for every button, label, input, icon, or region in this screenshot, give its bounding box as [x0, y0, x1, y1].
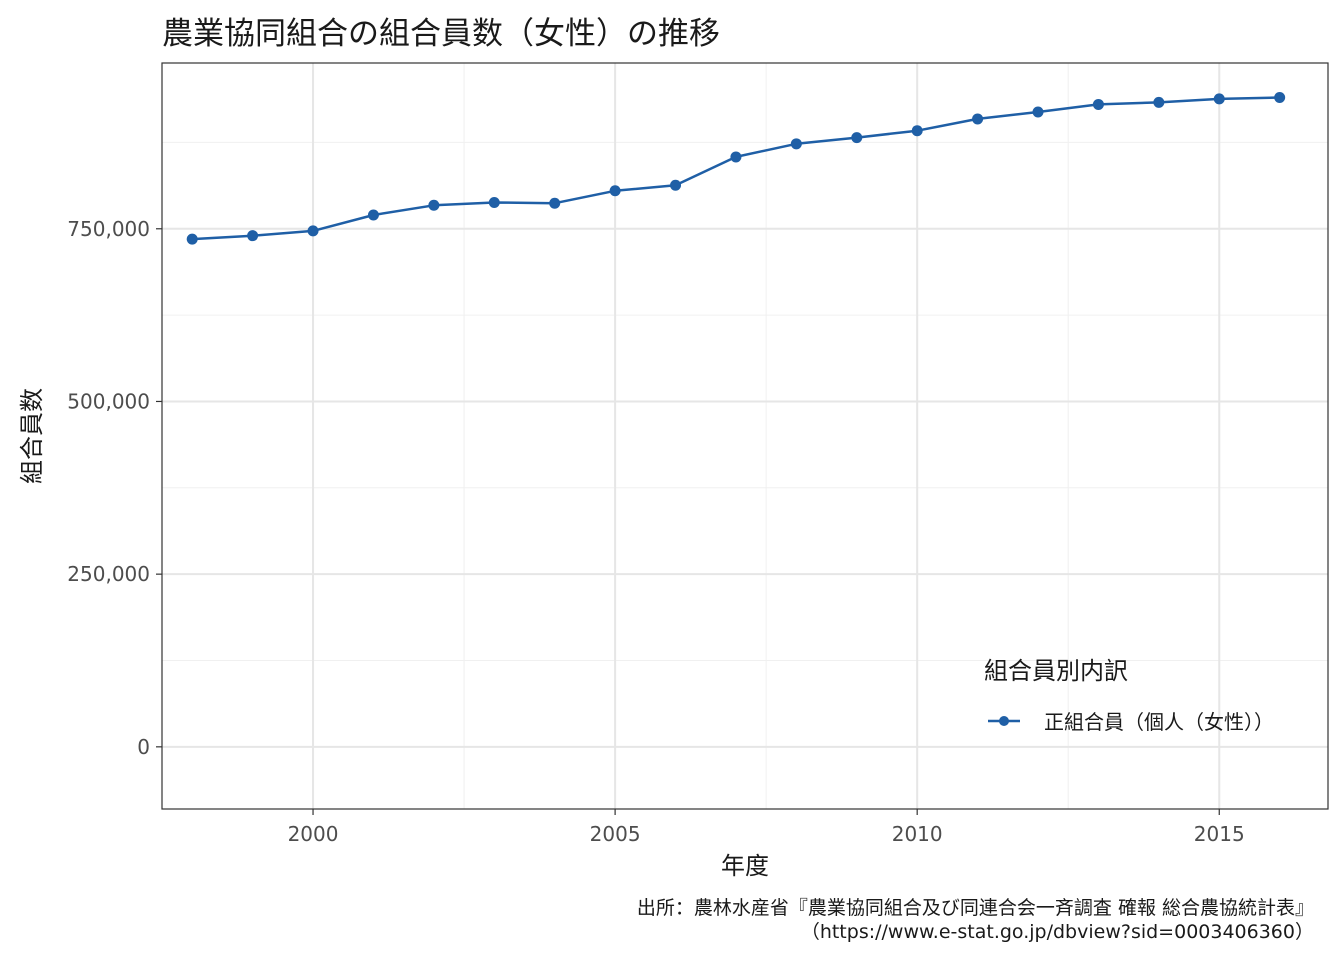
axes: 2000 2005 2010 2015 0 250,000 500,000 750,000 — [67, 217, 1244, 846]
data-point — [790, 138, 802, 150]
x-tick-label: 2015 — [1194, 822, 1245, 846]
data-point — [428, 199, 440, 211]
legend-label: 正組合員（個人（女性）） — [1044, 710, 1274, 734]
data-point — [1092, 98, 1104, 110]
data-point — [367, 209, 379, 221]
data-point — [307, 225, 319, 237]
data-point — [1274, 92, 1286, 104]
x-axis-title: 年度 — [721, 852, 769, 880]
legend: 組合員別内訳 正組合員（個人（女性）） — [984, 657, 1274, 734]
data-point — [549, 197, 561, 209]
legend-title: 組合員別内訳 — [984, 657, 1128, 685]
data-point — [1153, 96, 1165, 108]
data-point — [972, 113, 984, 125]
plot-background — [162, 63, 1328, 809]
x-tick-label: 2000 — [288, 822, 339, 846]
data-point — [1032, 106, 1044, 118]
series-layer — [186, 92, 1286, 245]
data-point — [186, 233, 198, 245]
source-caption-line-1: 出所：農林水産省『農業協同組合及び同連合会一斉調査 確報 総合農協統計表』 — [636, 897, 1314, 919]
data-point — [730, 151, 742, 163]
y-tick-label: 500,000 — [67, 389, 150, 413]
chart-title: 農業協同組合の組合員数（女性）の推移 — [162, 16, 720, 52]
y-tick-label: 750,000 — [67, 217, 150, 241]
data-point — [670, 179, 682, 191]
data-point — [911, 125, 923, 137]
source-caption: 出所：農林水産省『農業協同組合及び同連合会一斉調査 確報 総合農協統計表』 （h… — [637, 896, 1314, 944]
legend-key-point — [999, 716, 1009, 726]
y-axis-title: 組合員数 — [18, 388, 46, 484]
y-tick-label: 250,000 — [67, 562, 150, 586]
x-tick-label: 2005 — [590, 822, 641, 846]
plot-border — [161, 62, 1329, 810]
y-tick-label: 0 — [137, 735, 150, 759]
source-caption-line-2: （https://www.e-stat.go.jp/dbview?sid=000… — [800, 921, 1314, 943]
data-point — [1213, 93, 1225, 105]
data-point — [851, 132, 863, 144]
grid-lines — [161, 63, 1328, 809]
data-point — [488, 197, 500, 209]
x-tick-label: 2010 — [892, 822, 943, 846]
data-point — [247, 230, 259, 242]
data-point — [609, 185, 621, 197]
